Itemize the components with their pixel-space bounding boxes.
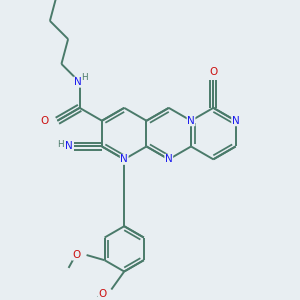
Text: O: O (40, 116, 49, 126)
Text: N: N (74, 77, 82, 87)
Text: N: N (120, 154, 128, 164)
Text: N: N (65, 142, 73, 152)
Text: H: H (57, 140, 64, 149)
Text: N: N (187, 116, 195, 126)
Text: O: O (98, 290, 106, 299)
Text: N: N (165, 154, 172, 164)
Text: H: H (81, 73, 88, 82)
Text: O: O (72, 250, 81, 260)
Text: O: O (209, 67, 218, 77)
Text: N: N (232, 116, 239, 126)
